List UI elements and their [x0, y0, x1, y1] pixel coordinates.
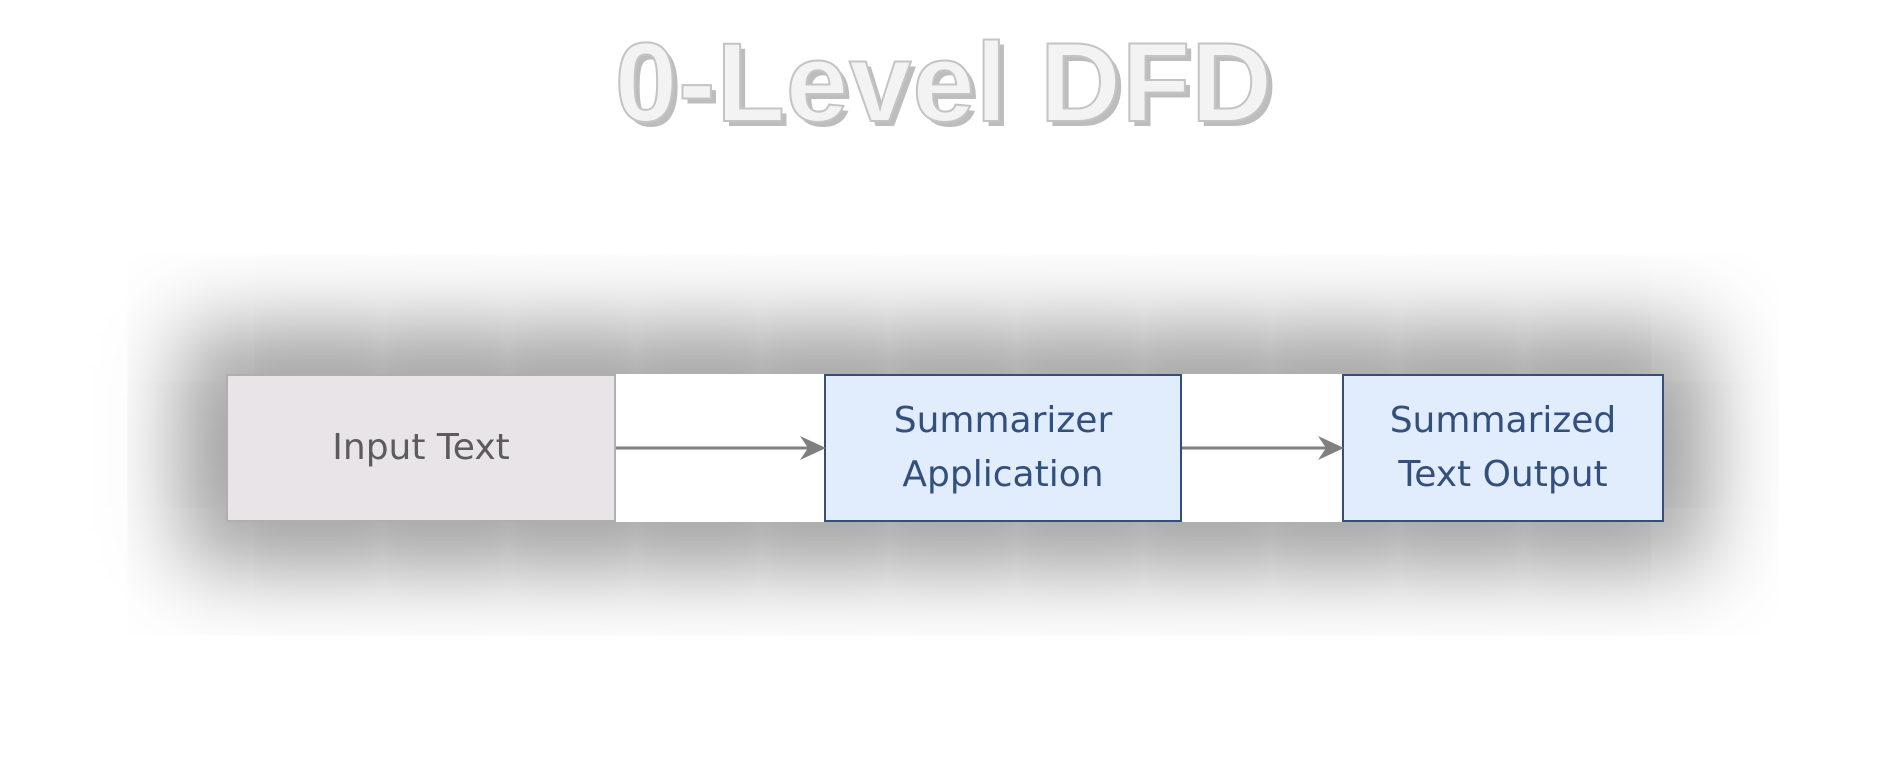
diagram-title: 0-Level DFD	[614, 19, 1274, 146]
node-summarized-text-output: Summarized Text Output	[1342, 374, 1664, 522]
node-summarizer-application-label: Summarizer Application	[893, 400, 1113, 495]
node-summarizer-application: Summarizer Application	[824, 374, 1182, 522]
node-summarized-text-output-label: Summarized Text Output	[1389, 400, 1617, 495]
node-input-text: Input Text	[226, 374, 616, 522]
node-input-text-label: Input Text	[332, 427, 510, 468]
